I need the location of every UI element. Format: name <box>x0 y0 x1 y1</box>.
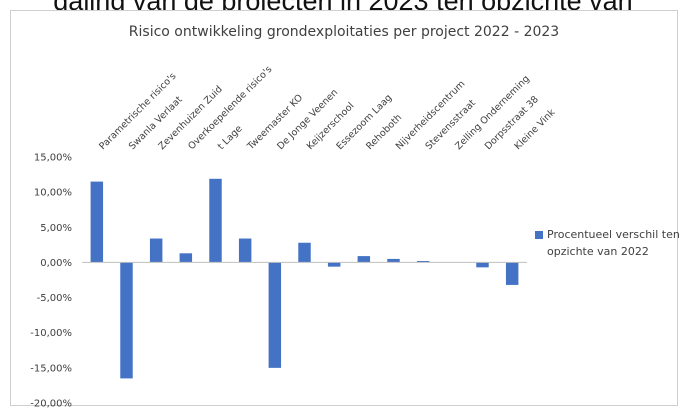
bar <box>387 258 400 263</box>
y-tick-label: -5,00% <box>37 293 72 304</box>
y-tick-label: -20,00% <box>30 399 72 408</box>
bar <box>357 256 371 263</box>
bar <box>90 181 104 263</box>
y-tick-label: -10,00% <box>30 328 72 339</box>
y-tick-label: 5,00% <box>40 223 72 234</box>
legend-swatch <box>535 231 543 239</box>
category-label: Dorpsstraat 38 <box>483 94 541 152</box>
bar <box>327 262 341 267</box>
bar <box>505 262 519 285</box>
bar <box>120 262 133 379</box>
bar <box>238 238 252 263</box>
category-label: t Lage <box>216 123 245 152</box>
bar <box>298 242 311 263</box>
bar <box>476 262 489 268</box>
category-label: Swanla Verlaat <box>127 94 185 152</box>
legend: Procentueel verschil ten opzichte van 20… <box>535 226 683 260</box>
bar <box>149 238 163 263</box>
y-tick-label: 15,00% <box>34 153 72 164</box>
bar <box>268 262 282 368</box>
y-tick-label: 0,00% <box>40 258 72 269</box>
legend-entry: Procentueel verschil ten opzichte van 20… <box>547 228 680 258</box>
chart-title: Risico ontwikkeling grondexploitaties pe… <box>128 24 560 40</box>
bar <box>416 261 430 263</box>
y-tick-label: 10,00% <box>34 188 72 199</box>
y-tick-label: -15,00% <box>30 363 72 374</box>
bar <box>209 178 222 263</box>
bar <box>179 253 193 263</box>
